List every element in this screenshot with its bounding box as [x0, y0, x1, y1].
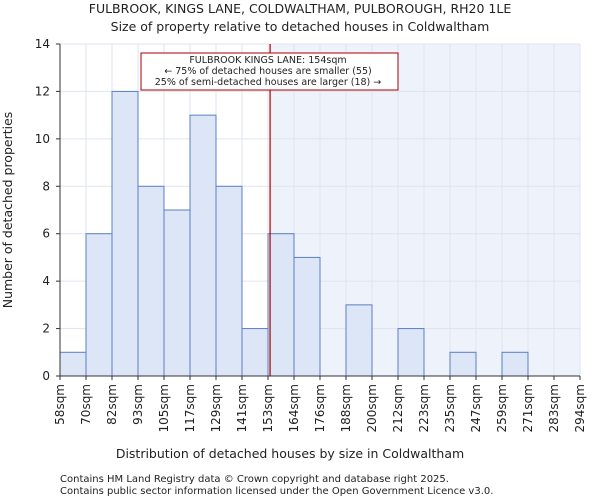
bar-5 — [189, 114, 217, 377]
chart-title: FULBROOK, KINGS LANE, COLDWALTHAM, PULBO… — [89, 1, 512, 16]
x-tick-label-18: 271sqm — [521, 384, 535, 432]
x-tick-label-20: 294sqm — [573, 384, 587, 432]
x-tick-label-11: 188sqm — [339, 384, 353, 432]
x-tick-label-4: 105sqm — [157, 384, 171, 432]
annotation-box: FULBROOK KINGS LANE: 154sqm ← 75% of det… — [140, 52, 399, 91]
y-ticks: 0 2 4 6 8 10 12 14 — [35, 37, 60, 383]
y-tick-label-2: 4 — [42, 274, 50, 288]
bar-17 — [501, 351, 529, 377]
x-tick-label-16: 247sqm — [469, 384, 483, 432]
annotation-line-3: 25% of semi-detached houses are larger (… — [155, 77, 382, 88]
bars — [59, 90, 529, 377]
y-tick-label-1: 2 — [42, 322, 50, 336]
bar-15 — [449, 351, 477, 377]
x-tick-label-3: 93sqm — [131, 384, 145, 425]
x-tick-label-12: 200sqm — [365, 384, 379, 432]
x-tick-label-19: 283sqm — [547, 384, 561, 432]
x-axis-label: Distribution of detached houses by size … — [116, 446, 464, 461]
bar-1 — [85, 233, 113, 377]
y-tick-label-3: 6 — [42, 227, 50, 241]
x-tick-label-2: 82sqm — [105, 384, 119, 425]
bar-11 — [345, 304, 373, 377]
bar-13 — [397, 328, 425, 377]
y-tick-label-6: 12 — [35, 84, 50, 98]
bar-9 — [293, 256, 321, 377]
x-ticks: 58sqm 70sqm 82sqm 93sqm 105sqm 117sqm 129sqm 14… — [53, 376, 587, 432]
x-tick-label-10: 176sqm — [313, 384, 327, 432]
y-tick-label-4: 8 — [42, 179, 50, 193]
annotation-line-2: ← 75% of detached houses are smaller (55… — [164, 66, 371, 77]
bar-4 — [163, 209, 191, 377]
bar-7 — [241, 328, 269, 377]
x-tick-label-5: 117sqm — [183, 384, 197, 432]
bar-2 — [111, 90, 139, 377]
annotation-box-border — [140, 52, 399, 91]
y-tick-label-5: 10 — [35, 132, 50, 146]
chart-subtitle: Size of property relative to detached ho… — [111, 19, 490, 34]
x-tick-label-7: 141sqm — [235, 384, 249, 432]
y-tick-label-0: 0 — [42, 369, 50, 383]
footer-line-1: Contains HM Land Registry data © Crown c… — [60, 474, 449, 485]
x-tick-label-9: 164sqm — [287, 384, 301, 432]
bar-3 — [137, 185, 165, 377]
bar-8 — [267, 233, 295, 377]
x-tick-label-1: 70sqm — [79, 384, 93, 425]
x-tick-label-17: 259sqm — [495, 384, 509, 432]
x-tick-label-6: 129sqm — [209, 384, 223, 432]
x-tick-label-15: 235sqm — [443, 384, 457, 432]
x-tick-label-0: 58sqm — [53, 384, 67, 425]
x-tick-label-13: 212sqm — [391, 384, 405, 432]
footer-line-2: Contains public sector information licen… — [60, 486, 493, 497]
x-tick-label-14: 223sqm — [417, 384, 431, 432]
bar-0 — [59, 351, 87, 377]
y-tick-label-7: 14 — [35, 37, 50, 51]
y-axis-label: Number of detached properties — [0, 112, 15, 309]
bar-6 — [215, 185, 243, 377]
x-tick-label-8: 153sqm — [261, 384, 275, 432]
annotation-line-1: FULBROOK KINGS LANE: 154sqm — [189, 55, 346, 66]
